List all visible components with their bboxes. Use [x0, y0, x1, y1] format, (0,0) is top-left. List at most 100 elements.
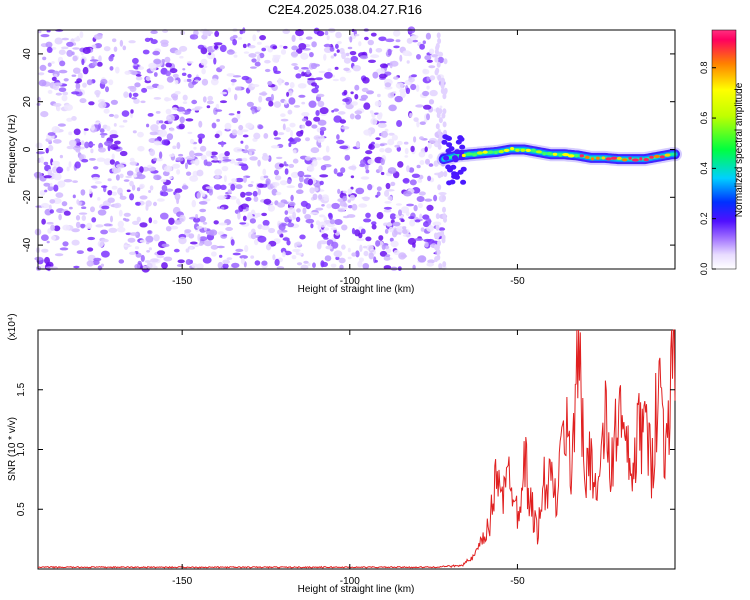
- noise-cell: [75, 82, 81, 90]
- noise-cell: [218, 222, 228, 226]
- noise-cell: [283, 100, 288, 105]
- noise-cell: [443, 216, 447, 223]
- noise-cell: [426, 204, 434, 211]
- noise-cell: [153, 234, 160, 242]
- noise-cell: [61, 46, 69, 50]
- noise-cell: [437, 128, 441, 136]
- noise-cell: [264, 68, 271, 73]
- noise-cell: [166, 76, 174, 83]
- noise-cell: [201, 192, 206, 197]
- noise-cell: [64, 104, 73, 111]
- noise-cell: [61, 201, 68, 207]
- noise-cell: [148, 190, 152, 193]
- signal-hotspot: [472, 153, 477, 157]
- noise-cell: [165, 108, 172, 115]
- noise-cell: [119, 150, 128, 157]
- noise-cell: [262, 219, 270, 227]
- noise-cell: [410, 83, 417, 91]
- spectrogram-noise-cells: [33, 26, 448, 273]
- noise-cell: [242, 215, 247, 222]
- noise-cell: [250, 233, 257, 240]
- noise-cell: [131, 97, 137, 100]
- noise-cell: [282, 123, 286, 131]
- signal-hotspot: [503, 148, 510, 152]
- noise-cell: [284, 216, 290, 223]
- noise-cell: [296, 48, 303, 54]
- noise-cell: [52, 198, 62, 204]
- noise-cell: [405, 87, 411, 95]
- noise-cell: [263, 133, 269, 139]
- signal-hotspot: [558, 153, 563, 157]
- noise-cell: [286, 185, 296, 189]
- noise-cell: [189, 246, 193, 250]
- noise-cell: [437, 184, 442, 191]
- noise-cell: [291, 255, 297, 260]
- noise-cell: [383, 209, 392, 213]
- noise-cell: [91, 44, 97, 48]
- noise-cell: [132, 130, 137, 134]
- noise-cell: [229, 196, 237, 200]
- noise-cell: [368, 252, 374, 260]
- noise-cell: [156, 250, 166, 256]
- noise-cell: [249, 218, 256, 224]
- snr-y-tick-label: 1.5: [16, 382, 27, 396]
- noise-cell: [131, 184, 136, 191]
- noise-cell: [150, 30, 158, 34]
- noise-cell: [219, 254, 223, 258]
- noise-cell: [257, 183, 264, 188]
- noise-cell: [181, 72, 187, 77]
- noise-cell: [226, 257, 233, 260]
- noise-cell: [363, 218, 372, 223]
- noise-cell: [333, 53, 337, 57]
- noise-cell: [145, 76, 151, 82]
- noise-cell: [227, 87, 232, 93]
- noise-cell: [136, 216, 141, 223]
- noise-cell: [140, 100, 146, 104]
- noise-cell: [440, 83, 445, 89]
- noise-cell: [234, 161, 238, 166]
- noise-cell: [35, 142, 43, 149]
- noise-cell: [384, 82, 392, 88]
- noise-cell: [58, 87, 67, 92]
- noise-cell: [428, 65, 436, 69]
- noise-cell: [364, 163, 369, 171]
- noise-cell: [249, 156, 258, 161]
- noise-cell: [323, 196, 330, 202]
- noise-cell: [193, 146, 197, 150]
- noise-cell: [323, 43, 332, 48]
- colorbar-tick-label: 0.2: [699, 212, 709, 225]
- noise-cell: [295, 73, 302, 79]
- noise-cell: [68, 131, 73, 136]
- noise-cell: [80, 189, 86, 196]
- noise-cell: [166, 114, 175, 122]
- noise-cell: [56, 166, 64, 174]
- noise-cell: [416, 196, 425, 202]
- noise-cell: [422, 90, 430, 97]
- noise-cell: [91, 56, 95, 60]
- noise-cell: [389, 213, 397, 220]
- noise-cell: [438, 117, 443, 124]
- noise-cell: [152, 50, 160, 56]
- noise-cell: [427, 142, 432, 149]
- noise-cell: [174, 49, 182, 56]
- noise-cell: [172, 73, 179, 78]
- noise-cell: [73, 265, 80, 269]
- noise-cell: [215, 109, 223, 112]
- noise-cell: [175, 157, 184, 162]
- noise-cell: [182, 109, 191, 115]
- noise-cell: [416, 120, 420, 128]
- noise-cell: [68, 161, 72, 168]
- noise-cell: [342, 102, 347, 106]
- noise-cell: [357, 260, 363, 268]
- noise-cell: [319, 214, 325, 218]
- snr-x-tick-label: -100: [340, 576, 360, 587]
- noise-cell: [179, 55, 184, 59]
- noise-cell: [433, 160, 439, 167]
- noise-cell: [371, 224, 377, 230]
- noise-cell: [246, 101, 254, 107]
- noise-cell: [196, 263, 204, 270]
- noise-cell: [51, 47, 57, 50]
- noise-cell: [129, 180, 134, 187]
- noise-cell: [124, 70, 131, 75]
- noise-cell: [326, 35, 330, 41]
